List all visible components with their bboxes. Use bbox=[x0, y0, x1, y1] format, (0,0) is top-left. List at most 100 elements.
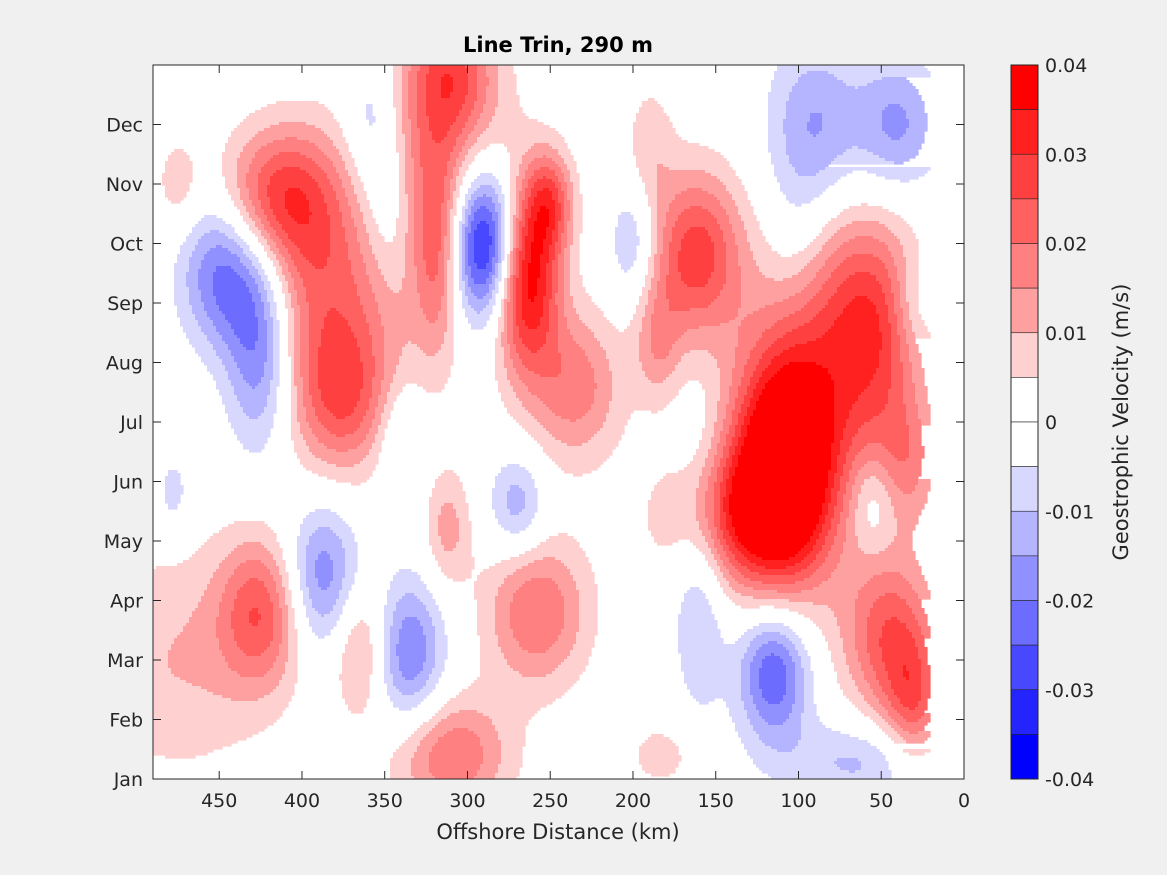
contour-cell bbox=[195, 224, 232, 228]
contour-cell bbox=[735, 530, 814, 534]
contour-cell bbox=[834, 269, 889, 273]
contour-cell bbox=[570, 218, 574, 222]
contour-cell bbox=[903, 251, 919, 255]
contour-cell bbox=[504, 356, 511, 360]
contour-cell bbox=[648, 296, 658, 300]
contour-cell bbox=[771, 86, 793, 90]
contour-cell bbox=[471, 287, 490, 291]
contour-cell bbox=[840, 485, 847, 489]
contour-cell bbox=[351, 176, 361, 180]
contour-cell bbox=[393, 83, 403, 87]
contour-cell bbox=[450, 128, 463, 132]
contour-cell bbox=[699, 479, 709, 483]
contour-cell bbox=[402, 113, 409, 117]
contour-cell bbox=[273, 356, 280, 360]
contour-cell bbox=[726, 278, 742, 282]
contour-cell bbox=[417, 119, 430, 123]
contour-cell bbox=[876, 308, 889, 312]
contour-cell bbox=[729, 530, 736, 534]
contour-cell bbox=[249, 164, 265, 168]
contour-cell bbox=[696, 488, 709, 492]
contour-cell bbox=[297, 269, 352, 273]
contour-cell bbox=[369, 122, 373, 126]
contour-cell bbox=[444, 269, 448, 273]
contour-cell bbox=[699, 524, 709, 528]
contour-cell bbox=[516, 320, 526, 324]
contour-cell bbox=[378, 401, 388, 405]
contour-cell bbox=[561, 209, 565, 213]
contour-cell bbox=[417, 89, 427, 93]
contour-cell bbox=[273, 368, 280, 372]
contour-cell bbox=[717, 449, 724, 453]
contour-cell bbox=[465, 233, 469, 237]
contour-cell bbox=[444, 278, 448, 282]
contour-cell bbox=[417, 122, 430, 126]
contour-cell bbox=[528, 278, 538, 282]
contour-cell bbox=[528, 386, 598, 390]
contour-cell bbox=[906, 266, 919, 270]
contour-cell bbox=[351, 179, 361, 183]
contour-cell bbox=[423, 350, 439, 354]
contour-cell bbox=[900, 296, 907, 300]
contour-cell bbox=[519, 245, 523, 249]
contour-cell bbox=[807, 128, 823, 132]
contour-cell bbox=[165, 161, 193, 165]
contour-cell bbox=[336, 434, 346, 438]
contour-cell bbox=[795, 167, 826, 171]
contour-cell bbox=[891, 332, 898, 336]
contour-cell bbox=[552, 410, 589, 414]
contour-cell bbox=[915, 485, 931, 489]
contour-cell bbox=[507, 377, 520, 381]
contour-cell bbox=[369, 452, 379, 456]
contour-cell bbox=[906, 296, 919, 300]
contour-cell bbox=[564, 296, 574, 300]
contour-cell bbox=[426, 80, 442, 84]
contour-cell bbox=[225, 185, 238, 189]
contour-cell bbox=[321, 344, 358, 348]
contour-cell bbox=[654, 311, 739, 315]
contour-cell bbox=[294, 308, 301, 312]
contour-cell bbox=[258, 227, 265, 231]
contour-cell bbox=[819, 131, 886, 135]
contour-cell bbox=[858, 470, 889, 474]
contour-cell bbox=[387, 284, 403, 288]
contour-cell bbox=[732, 515, 820, 519]
contour-cell bbox=[243, 410, 265, 414]
contour-cell bbox=[402, 104, 409, 108]
contour-cell bbox=[441, 305, 448, 309]
contour-cell bbox=[354, 278, 370, 282]
contour-cell bbox=[735, 365, 745, 369]
contour-cell bbox=[612, 380, 652, 384]
contour-cell bbox=[549, 215, 556, 219]
contour-cell bbox=[321, 332, 355, 336]
contour-cell bbox=[540, 206, 547, 210]
contour-cell bbox=[447, 269, 454, 273]
contour-cell bbox=[330, 218, 343, 222]
contour-cell bbox=[888, 395, 904, 399]
contour-cell bbox=[366, 320, 382, 324]
contour-cell bbox=[270, 380, 280, 384]
contour-cell bbox=[453, 170, 460, 174]
contour-cell bbox=[654, 269, 661, 273]
contour-cell bbox=[516, 392, 532, 396]
contour-cell bbox=[372, 425, 379, 429]
contour-cell bbox=[291, 293, 298, 297]
contour-cell bbox=[297, 539, 310, 543]
contour-cell bbox=[912, 374, 925, 378]
contour-cell bbox=[909, 440, 922, 444]
contour-cell bbox=[444, 335, 454, 339]
contour-cell bbox=[738, 443, 745, 447]
contour-cell bbox=[549, 218, 556, 222]
contour-cell bbox=[327, 212, 343, 216]
contour-cell bbox=[495, 254, 499, 258]
contour-cell bbox=[381, 413, 391, 417]
contour-cell bbox=[327, 260, 352, 264]
contour-cell bbox=[486, 263, 493, 267]
contour-cell bbox=[336, 194, 346, 198]
contour-cell bbox=[201, 236, 229, 240]
contour-cell bbox=[450, 125, 466, 129]
contour-cell bbox=[516, 284, 523, 288]
contour-cell bbox=[267, 335, 274, 339]
contour-cell bbox=[435, 320, 448, 324]
contour-cell bbox=[165, 167, 193, 171]
